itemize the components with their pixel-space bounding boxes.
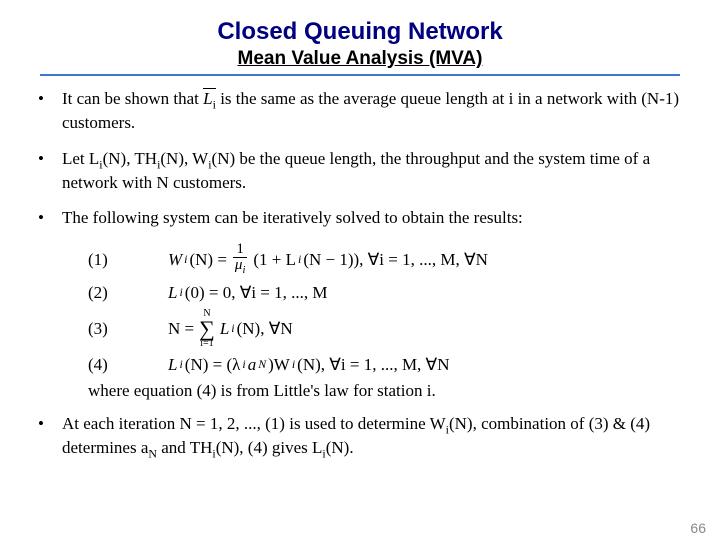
subscript: i [213, 97, 216, 111]
text-fragment: (N). [326, 438, 354, 457]
text-fragment: At each iteration N = 1, 2, ..., (1) is … [62, 414, 446, 433]
frac-den: μi [232, 258, 248, 277]
eq-number: (4) [88, 355, 168, 375]
slide-number: 66 [690, 520, 706, 536]
equation-3: (3) N = N ∑ i=1 Li(N), ∀N [88, 309, 682, 349]
bullet-3: • The following system can be iterativel… [38, 207, 682, 228]
bullet-text: It can be shown that Li is the same as t… [62, 88, 682, 134]
text-fragment: Let L [62, 149, 99, 168]
text-fragment: (N), (4) gives L [216, 438, 323, 457]
bullet-dot: • [38, 207, 62, 228]
eq-fragment: (N), ∀i = 1, ..., M, ∀N [297, 355, 449, 375]
bullet-dot: • [38, 88, 62, 109]
eq-body: Li(N) = (λiaN)Wi(N), ∀i = 1, ..., M, ∀N [168, 355, 449, 375]
text-fragment: and TH [157, 438, 212, 457]
eq-var: L [168, 283, 177, 303]
bullet-text: Let Li(N), THi(N), Wi(N) be the queue le… [62, 148, 682, 194]
eq-fragment: (1 + L [253, 250, 296, 270]
eq-body: N = N ∑ i=1 Li(N), ∀N [168, 309, 293, 349]
bullet-2: • Let Li(N), THi(N), Wi(N) be the queue … [38, 148, 682, 194]
slide-title: Closed Queuing Network [0, 18, 720, 46]
eq-fragment: N = [168, 319, 194, 339]
eq-fragment: (N − 1)), ∀i = 1, ..., M, ∀N [303, 250, 488, 270]
eq-fragment: a [248, 355, 257, 375]
text-fragment: (N), W [160, 149, 208, 168]
sum-lower: i=1 [200, 339, 213, 349]
text-fragment: (N), TH [103, 149, 157, 168]
bullet-1: • It can be shown that Li is the same as… [38, 88, 682, 134]
eq-fragment: (N) = (λ [185, 355, 241, 375]
eq-fragment: )W [268, 355, 290, 375]
text-fragment: It can be shown that [62, 89, 203, 108]
equation-block: (1) Wi(N) = 1 μi (1 + Li(N − 1)), ∀i = 1… [88, 242, 682, 374]
bullet-4: • At each iteration N = 1, 2, ..., (1) i… [38, 413, 682, 462]
eq-number: (1) [88, 250, 168, 270]
eq-var: W [168, 250, 182, 270]
eq-number: (3) [88, 319, 168, 339]
eq-body: Wi(N) = 1 μi (1 + Li(N − 1)), ∀i = 1, ..… [168, 242, 488, 277]
sigma-icon: ∑ [199, 319, 215, 339]
fraction: 1 μi [232, 242, 248, 277]
eq-fragment: (N), ∀N [237, 319, 293, 339]
eq-fragment: (N) = [189, 250, 226, 270]
bullet-text: At each iteration N = 1, 2, ..., (1) is … [62, 413, 682, 462]
equation-1: (1) Wi(N) = 1 μi (1 + Li(N − 1)), ∀i = 1… [88, 242, 682, 277]
eq-body: Li(0) = 0, ∀i = 1, ..., M [168, 283, 328, 303]
summation: N ∑ i=1 [199, 309, 215, 349]
equation-2: (2) Li(0) = 0, ∀i = 1, ..., M [88, 283, 682, 303]
eq-fragment: (0) = 0, ∀i = 1, ..., M [185, 283, 328, 303]
eq-fragment: L [220, 319, 229, 339]
symbol-lbar: Li [203, 88, 216, 112]
where-clause: where equation (4) is from Little's law … [88, 381, 682, 401]
eq-var: L [168, 355, 177, 375]
bullet-dot: • [38, 413, 62, 434]
frac-num: 1 [233, 242, 247, 258]
slide-subtitle: Mean Value Analysis (MVA) [0, 48, 720, 70]
bullet-text: The following system can be iteratively … [62, 207, 682, 228]
bullet-dot: • [38, 148, 62, 169]
eq-number: (2) [88, 283, 168, 303]
content-area: • It can be shown that Li is the same as… [0, 76, 720, 461]
equation-4: (4) Li(N) = (λiaN)Wi(N), ∀i = 1, ..., M,… [88, 355, 682, 375]
